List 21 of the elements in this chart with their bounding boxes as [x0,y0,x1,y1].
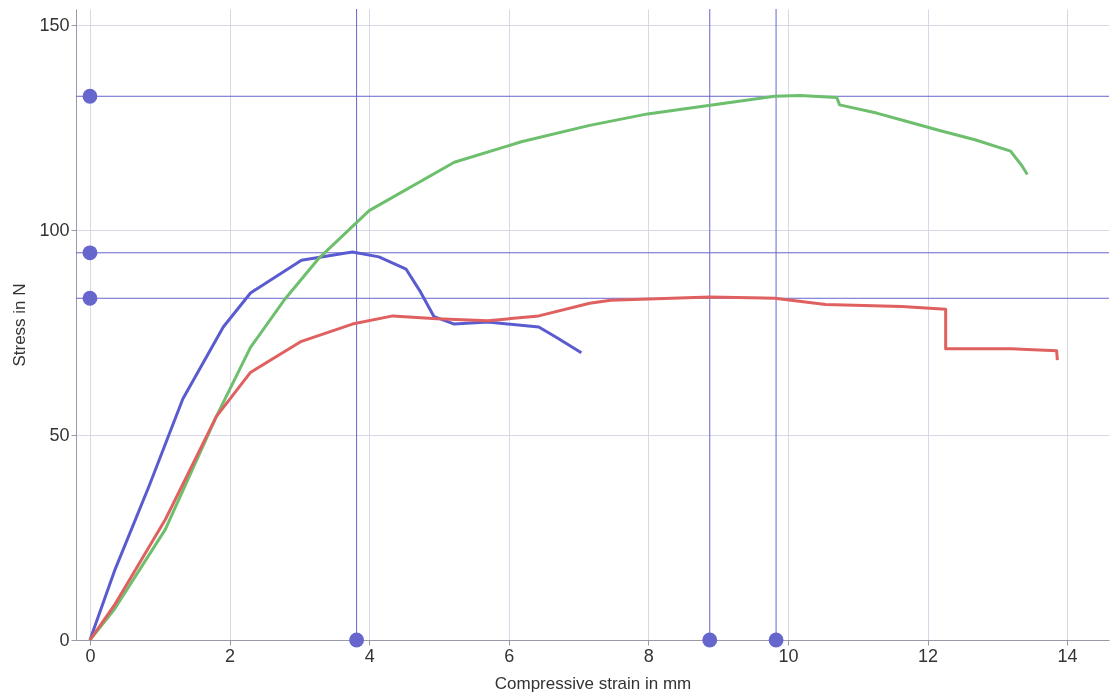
x-tick-label: 10 [778,645,799,666]
x-axis-title: Compressive strain in mm [494,673,692,693]
point [349,632,364,648]
line-series [88,295,1059,640]
x-tick-label: 8 [643,645,654,666]
x-tick-label: 0 [85,645,96,666]
x-tick-label: 12 [918,645,939,666]
y-axis-title: Stress in N [10,283,30,367]
x-tick-label: 2 [225,645,236,666]
point [768,632,784,648]
x-tick-label: 4 [364,645,375,666]
y-tick-label: 0 [59,629,70,650]
y-tick-label: 100 [39,219,70,240]
point [82,88,98,104]
x-tick-label: 14 [1057,645,1078,666]
y-tick-label: 150 [39,14,70,35]
y-tick-label: 50 [49,424,70,445]
point [82,245,98,261]
point [702,632,718,648]
x-tick-label: 6 [504,645,515,666]
point [82,290,98,306]
